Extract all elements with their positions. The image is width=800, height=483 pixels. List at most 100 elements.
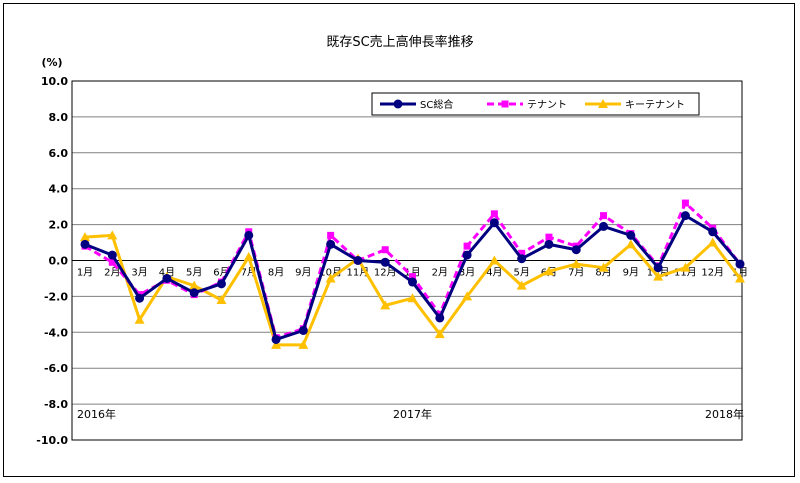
data-point [435,313,445,323]
data-point [462,291,473,301]
data-point [599,221,609,231]
year-label: 2016年 [77,407,116,421]
x-tick-label: 5月 [513,267,529,279]
data-point [243,251,254,261]
data-point [271,334,281,344]
data-point [735,259,745,269]
legend-label: テナント [527,99,567,111]
data-point [80,232,90,242]
data-point [189,288,199,298]
x-tick-label: 4月 [486,267,502,279]
data-point [271,339,282,349]
data-point [244,230,254,240]
data-point [571,245,581,255]
y-axis-ticks: 10.0 8.0 6.0 4.0 2.0 0.0 -2.0 -4.0 -6.0 -8.0 -10.0 [36,75,68,447]
x-tick-label: 8月 [268,267,284,279]
data-point [380,257,390,267]
data-point [544,239,554,249]
data-point [598,262,609,272]
legend: SC総合 テナント キーテナント [371,92,700,116]
legend-label: SC総合 [420,98,453,111]
x-tick-label: 8月 [595,267,611,279]
data-point [434,329,445,339]
data-point [463,242,471,250]
data-point [735,273,745,283]
x-tick-label: 12月 [701,267,724,279]
x-tick-label: 3月 [131,267,147,279]
data-point [462,250,472,260]
data-point [325,273,336,283]
y-axis-label: (%) [41,56,62,69]
data-point [518,249,526,257]
x-tick-label: 2月 [432,267,448,279]
y-tick-label: 4.0 [49,183,69,196]
x-tick-label: 9月 [623,267,639,279]
legend-label: キーテナント [625,99,685,111]
y-tick-label: -6.0 [44,362,68,375]
data-point [327,231,335,239]
data-point [298,326,308,336]
data-point [353,256,363,265]
data-point [653,263,663,273]
data-point [489,255,500,265]
data-point [516,280,527,290]
x-tick-label: 1月 [77,267,93,279]
y-tick-label: 0.0 [49,255,69,268]
data-point [489,218,499,228]
x-tick-label: 3月 [459,267,475,279]
y-tick-label: -4.0 [44,326,68,339]
data-point [708,227,718,237]
data-point [135,293,145,303]
data-point [680,262,691,272]
data-point [571,259,582,269]
year-label: 2017年 [393,407,432,421]
x-tick-label: 5月 [186,267,202,279]
data-point [681,199,689,207]
x-tick-label: 9月 [295,267,311,279]
x-tick-label: 2月 [104,267,120,279]
series-group [80,199,745,349]
legend-box [371,92,700,116]
data-point [381,246,389,254]
chart-frame [3,3,795,477]
y-tick-label: -8.0 [44,398,68,411]
y-tick-label: -10.0 [36,434,68,447]
data-point [625,239,636,249]
y-tick-label: 10.0 [41,75,68,88]
data-point [80,239,90,249]
data-point [545,233,553,241]
year-label: 2018年 [705,407,744,421]
data-point [680,211,690,221]
legend-marker [598,99,608,108]
data-point [380,300,391,310]
x-axis-labels: 1月2月3月4月5月6月7月8月9月10月11月12月1月2月3月4月5月6月7… [77,267,748,279]
data-point [326,239,336,249]
data-point [408,277,417,287]
data-point [216,294,227,304]
data-point [517,254,527,264]
data-point [189,280,200,290]
x-tick-label: 7月 [568,267,584,279]
data-point [543,266,554,276]
data-point [626,230,636,240]
data-point [162,273,172,283]
legend-marker [501,100,509,108]
data-point [107,250,117,260]
data-point [108,258,116,266]
y-tick-label: 6.0 [49,147,69,160]
y-tick-label: 2.0 [49,219,69,232]
y-tick-label: 8.0 [49,111,69,124]
legend-marker [393,99,403,109]
x-tick-label: 1月 [404,267,420,279]
gridlines [72,80,742,441]
data-point [134,314,145,324]
data-point [407,293,418,303]
data-point [653,271,664,281]
data-point [298,339,309,349]
x-tick-label: 12月 [374,267,397,279]
data-point [707,237,718,247]
data-point [216,279,226,289]
year-labels: 2016年 2017年 2018年 [77,407,744,421]
data-point [600,212,608,220]
